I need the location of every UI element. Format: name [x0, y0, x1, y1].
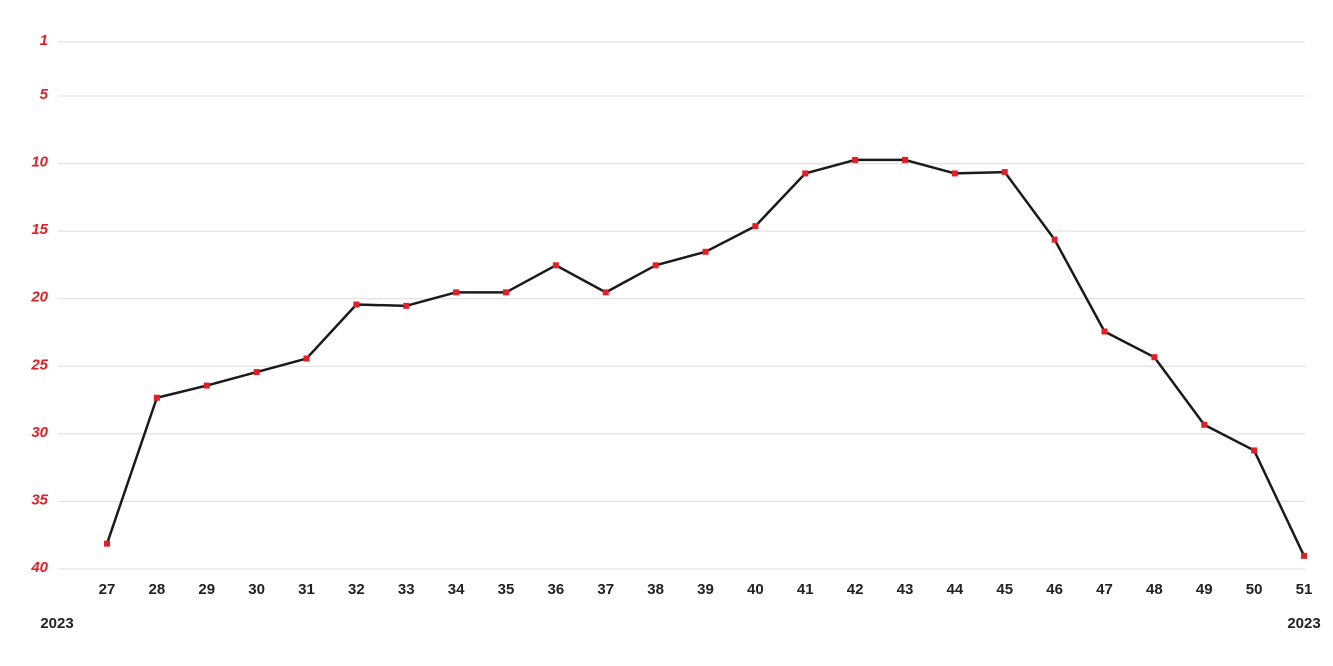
point-marker — [1151, 354, 1158, 361]
x-tick-label: 43 — [897, 581, 914, 598]
point-marker — [602, 289, 609, 296]
y-tick-label: 25 — [30, 356, 48, 373]
point-marker — [104, 540, 110, 547]
x-tick-label: 51 — [1296, 581, 1313, 598]
y-tick-label: 1 — [40, 32, 48, 49]
point-marker — [951, 170, 958, 177]
point-marker — [353, 301, 360, 308]
point-marker — [253, 369, 260, 376]
y-tick-label: 40 — [30, 559, 48, 576]
x-tick-label: 31 — [298, 581, 315, 598]
x-tick-label: 42 — [847, 581, 864, 598]
y-tick-label: 5 — [40, 86, 49, 103]
x-tick-label: 45 — [996, 581, 1013, 598]
x-tick-label: 41 — [797, 581, 814, 598]
x-tick-label: 36 — [548, 581, 565, 598]
point-marker — [453, 289, 460, 296]
x-tick-label: 35 — [498, 581, 515, 598]
point-marker — [203, 382, 210, 389]
x-tick-label: 46 — [1046, 581, 1063, 598]
x-tick-label: 40 — [747, 581, 764, 598]
point-marker — [852, 156, 859, 163]
start-year: 2023 — [40, 615, 73, 632]
line — [105, 158, 1306, 557]
point-marker — [403, 302, 410, 309]
x-tick-label: 47 — [1096, 581, 1113, 598]
point-marker — [752, 223, 759, 230]
point-marker — [1201, 421, 1208, 428]
point-marker — [802, 170, 809, 177]
x-tick-label: 44 — [947, 581, 964, 598]
x-tick-label: 27 — [99, 581, 116, 598]
y-tick-label: 15 — [31, 221, 48, 238]
point-marker — [702, 248, 709, 255]
x-tick-label: 32 — [348, 581, 365, 598]
point-marker — [303, 355, 310, 362]
point-marker — [552, 262, 559, 269]
y-tick-label: 35 — [31, 491, 48, 508]
point-marker — [503, 289, 509, 296]
point-marker — [902, 156, 908, 163]
x-tick-label: 30 — [248, 581, 265, 598]
x-tick-label: 37 — [597, 581, 614, 598]
y-tick-label: 10 — [31, 154, 48, 171]
x-tick-label: 29 — [198, 581, 215, 598]
point-marker — [1251, 447, 1258, 454]
point-marker — [652, 262, 659, 269]
x-tick-label: 48 — [1146, 581, 1163, 598]
x-tick-label: 28 — [149, 581, 166, 598]
point-marker — [153, 394, 160, 401]
x-tick-label: 49 — [1196, 581, 1213, 598]
y-tick-label: 30 — [31, 424, 48, 441]
end-year: 2023 — [1287, 615, 1320, 632]
point-marker — [1101, 328, 1108, 335]
x-tick-label: 33 — [398, 581, 415, 598]
x-tick-label: 38 — [647, 581, 664, 598]
point-marker — [1001, 169, 1008, 176]
x-tick-label: 50 — [1246, 581, 1263, 598]
point-marker — [1301, 552, 1307, 559]
x-tick-label: 34 — [448, 581, 465, 598]
y-tick-label: 20 — [30, 289, 48, 306]
point-marker — [1051, 236, 1058, 243]
x-tick-label: 39 — [697, 581, 714, 598]
